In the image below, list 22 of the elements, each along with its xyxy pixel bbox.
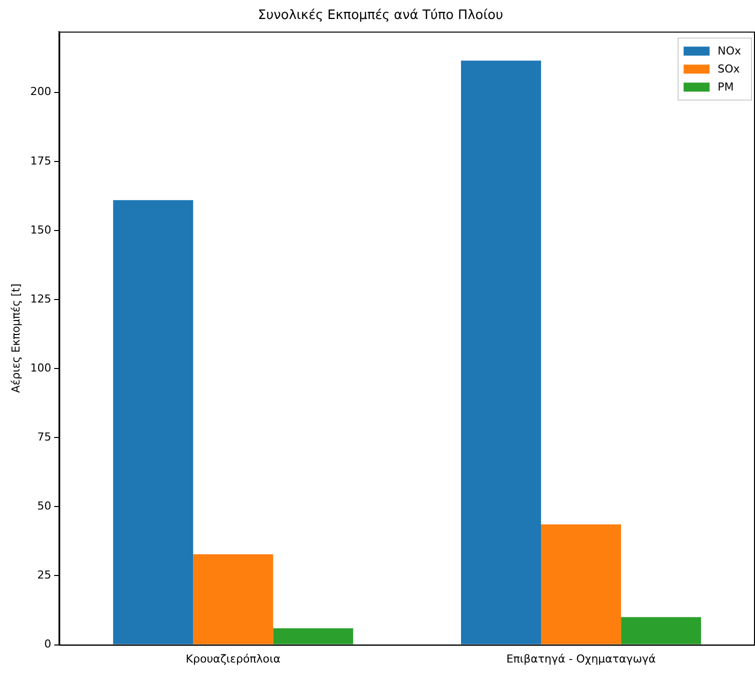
x-tick-label: Επιβατηγά - Οχηματαγωγά <box>506 652 656 666</box>
y-tick-label: 200 <box>30 85 52 98</box>
bar <box>193 554 274 644</box>
legend-label: PM <box>718 80 734 94</box>
y-tick-label: 150 <box>30 223 52 236</box>
y-tick-label: 100 <box>30 361 52 374</box>
legend-label: SOx <box>718 62 740 76</box>
bar <box>461 60 542 644</box>
bar <box>541 524 622 644</box>
chart-title: Συνολικές Εκπομπές ανά Τύπο Πλοίου <box>258 8 504 24</box>
y-tick-label: 125 <box>30 292 52 306</box>
bar <box>621 617 702 644</box>
y-tick-label: 0 <box>44 638 52 651</box>
bar <box>113 200 194 644</box>
y-tick-label: 25 <box>37 568 52 582</box>
y-tick-label: 175 <box>30 154 52 168</box>
x-tick-label: Κρουαζιερόπλοια <box>186 652 281 666</box>
y-tick-label: 75 <box>37 430 52 444</box>
y-tick-label: 50 <box>37 500 52 513</box>
y-axis-title: Αέριες Εκπομπές [t] <box>9 284 22 393</box>
legend-label: NOx <box>718 44 742 58</box>
bar <box>273 628 354 644</box>
